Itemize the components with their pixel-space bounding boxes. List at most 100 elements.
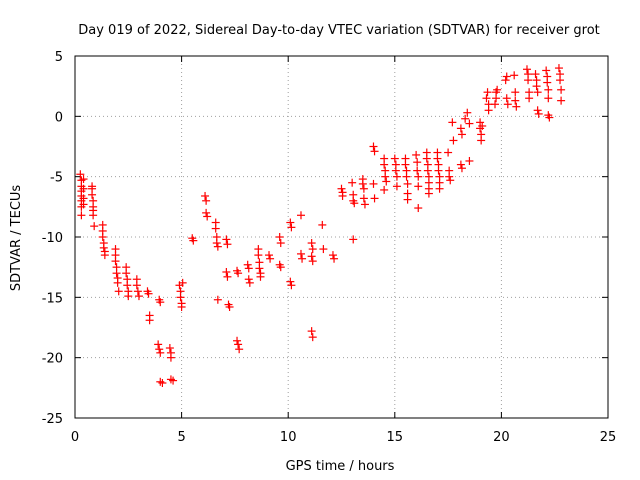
data-point — [133, 287, 142, 296]
data-point — [370, 147, 379, 156]
data-point — [370, 194, 379, 203]
data-point — [318, 220, 327, 229]
data-point — [266, 254, 275, 263]
x-tick-label: 10 — [280, 430, 297, 445]
data-point — [403, 195, 412, 204]
data-point — [483, 88, 492, 97]
data-point — [391, 166, 400, 175]
data-point — [544, 85, 553, 94]
data-point — [234, 340, 243, 349]
data-point — [413, 166, 422, 175]
data-point — [403, 179, 412, 188]
data-point — [330, 254, 339, 263]
data-point — [491, 100, 500, 109]
data-point — [202, 208, 211, 217]
data-point — [533, 106, 542, 115]
data-point — [338, 191, 347, 200]
data-point — [542, 66, 551, 75]
data-point — [222, 235, 231, 244]
data-point — [463, 108, 472, 117]
x-tick-label: 25 — [600, 430, 617, 445]
data-point — [99, 243, 108, 252]
data-point — [223, 240, 232, 249]
data-point — [158, 379, 167, 388]
data-point — [154, 340, 163, 349]
data-point — [532, 82, 541, 91]
data-point — [457, 164, 466, 173]
data-point — [255, 264, 264, 273]
data-point — [275, 233, 284, 241]
x-tick-label: 5 — [177, 430, 185, 445]
data-point — [422, 154, 431, 163]
data-point — [166, 353, 175, 362]
data-point — [111, 257, 120, 266]
x-tick-label: 20 — [493, 430, 510, 445]
data-point — [296, 249, 305, 258]
data-point — [156, 298, 165, 307]
data-point — [503, 100, 512, 109]
y-tick-label: -20 — [42, 352, 63, 367]
data-point — [461, 114, 470, 123]
data-point — [359, 184, 368, 193]
data-point — [287, 223, 296, 232]
data-point — [360, 200, 369, 209]
y-tick-label: -25 — [42, 412, 63, 427]
data-point — [156, 348, 165, 357]
plot-frame — [74, 55, 609, 419]
data-point — [244, 275, 253, 284]
data-point — [89, 211, 98, 220]
data-point — [112, 269, 121, 278]
data-point — [350, 199, 359, 208]
data-point — [423, 166, 432, 175]
data-point — [134, 292, 143, 301]
data-point — [510, 71, 519, 80]
data-point — [144, 289, 153, 298]
data-point — [382, 177, 391, 186]
data-point — [349, 235, 358, 244]
data-point — [212, 239, 221, 248]
data-point — [122, 269, 131, 278]
data-point — [124, 292, 133, 301]
data-point — [100, 251, 109, 260]
data-point — [380, 185, 389, 194]
data-point — [557, 96, 566, 105]
data-point — [446, 176, 455, 185]
data-point — [286, 277, 295, 286]
data-point — [448, 118, 457, 127]
data-point — [369, 179, 378, 188]
data-point — [392, 182, 401, 191]
data-point — [554, 64, 563, 73]
data-point — [79, 175, 88, 184]
data-point — [337, 184, 346, 193]
data-points — [76, 64, 566, 388]
data-point — [189, 236, 198, 245]
data-point — [390, 154, 399, 163]
data-point — [308, 333, 317, 342]
data-point — [328, 251, 337, 260]
data-point — [98, 233, 107, 241]
data-point — [456, 160, 465, 169]
data-point — [502, 94, 511, 103]
data-point — [76, 170, 85, 179]
data-point — [522, 65, 531, 74]
data-point — [169, 376, 178, 385]
data-point — [392, 172, 401, 181]
data-point — [456, 124, 465, 133]
data-point — [256, 272, 265, 281]
data-point — [287, 281, 296, 290]
data-point — [449, 136, 458, 145]
data-point — [445, 172, 454, 181]
y-tick-label: -5 — [50, 171, 63, 186]
data-point — [234, 269, 243, 278]
data-point — [557, 85, 566, 94]
data-point — [77, 211, 86, 220]
data-point — [298, 254, 307, 263]
data-point — [307, 252, 316, 261]
data-point — [348, 178, 357, 187]
data-point — [176, 293, 185, 302]
data-point — [243, 260, 252, 269]
data-point — [414, 172, 423, 181]
data-point — [401, 160, 410, 169]
